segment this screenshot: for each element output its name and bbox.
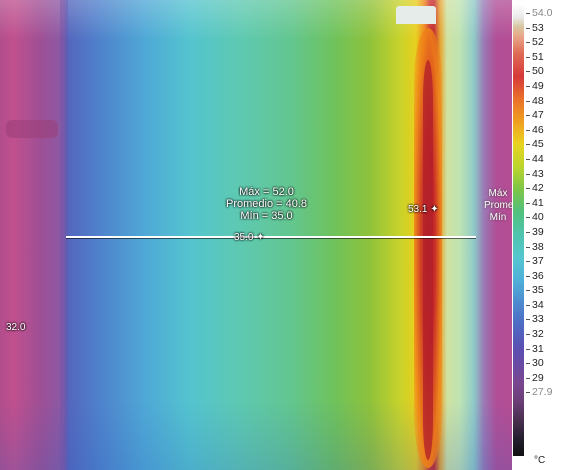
- scale-tick: 45: [526, 137, 564, 152]
- side-stats: Máx Promed Mín: [484, 188, 512, 224]
- scale-tick: 47: [526, 108, 564, 123]
- side-stat-min: Mín: [489, 212, 507, 223]
- scale-tick: 33: [526, 312, 564, 327]
- scale-tick: 49: [526, 79, 564, 94]
- temperature-unit: °C: [534, 455, 546, 466]
- scale-tick: 42: [526, 181, 564, 196]
- stat-max: Máx = 52.0: [239, 186, 294, 198]
- line-min-marker: 35.0 ✦: [234, 232, 265, 243]
- panel-edge: [60, 0, 68, 470]
- scale-tick: 48: [526, 94, 564, 109]
- side-stat-average: Promed: [484, 200, 512, 211]
- scale-tick: 34: [526, 298, 564, 313]
- warm-spot: [6, 120, 58, 138]
- scale-tick: 38: [526, 240, 564, 255]
- scale-top-value: 54.0: [526, 6, 564, 21]
- temperature-scale: 54.0 53 52 51 50 49 48 47 46 45 44 43 42…: [526, 6, 564, 400]
- scale-tick: 29: [526, 371, 564, 386]
- stat-average: Promedio = 40.8: [226, 198, 308, 210]
- hot-spot-value: 53.1: [408, 204, 428, 215]
- stat-min: Mín = 35.0: [240, 210, 293, 222]
- measurement-line[interactable]: [66, 236, 476, 238]
- scale-tick: 30: [526, 356, 564, 371]
- crosshair-icon: ✦: [253, 232, 265, 243]
- scale-tick: 43: [526, 167, 564, 182]
- scale-tick: 44: [526, 152, 564, 167]
- scale-tick: 32: [526, 327, 564, 342]
- scale-tick: 41: [526, 196, 564, 211]
- scale-tick: 52: [526, 35, 564, 50]
- pipe-flange: [396, 6, 436, 24]
- scale-tick: 53: [526, 21, 564, 36]
- scale-tick: 51: [526, 50, 564, 65]
- scale-tick: 35: [526, 283, 564, 298]
- hot-spot-marker: 53.1 ✦: [408, 204, 439, 215]
- temperature-scale-bar: [513, 4, 524, 456]
- scale-tick: 36: [526, 269, 564, 284]
- scale-tick: 50: [526, 64, 564, 79]
- scale-tick: 37: [526, 254, 564, 269]
- line-statistics: Máx = 52.0 Promedio = 40.8 Mín = 35.0: [226, 186, 307, 222]
- crosshair-icon: ✦: [427, 204, 439, 215]
- left-edge-label: 32.0: [6, 322, 26, 333]
- scale-tick: 39: [526, 225, 564, 240]
- line-min-value: 35.0: [234, 232, 254, 243]
- scale-tick: 40: [526, 210, 564, 225]
- hot-seam-core: [423, 60, 433, 460]
- thermal-image: Máx = 52.0 Promedio = 40.8 Mín = 35.0 35…: [0, 0, 512, 470]
- scale-bottom-value: 27.9: [526, 385, 564, 400]
- side-stat-max: Máx: [488, 188, 508, 199]
- scale-tick: 46: [526, 123, 564, 138]
- scale-tick: 31: [526, 342, 564, 357]
